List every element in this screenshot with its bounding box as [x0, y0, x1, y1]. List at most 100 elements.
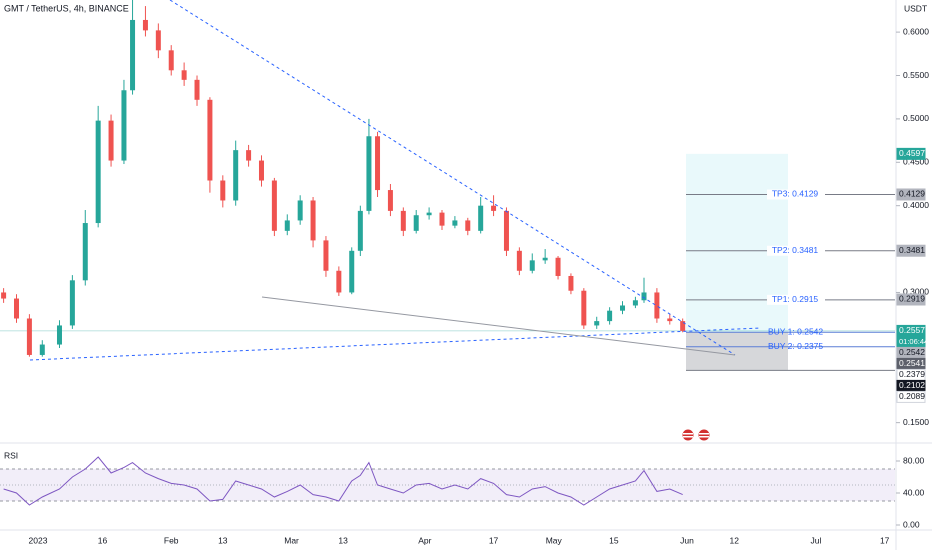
candle-body	[503, 210, 509, 251]
price-label: 0.2919	[899, 294, 925, 304]
price-label: 0.4597	[899, 148, 925, 158]
candle-body	[439, 212, 445, 226]
candle-body	[56, 325, 62, 345]
price-label: 0.2541	[899, 358, 925, 368]
candle-body	[310, 200, 316, 241]
candle-body	[207, 99, 213, 181]
candle-body	[69, 280, 75, 326]
price-label-bg	[896, 188, 926, 201]
target-zone	[686, 153, 788, 333]
candle-body	[641, 292, 647, 301]
candle-body	[82, 223, 88, 281]
candle-body	[366, 136, 372, 211]
candle-body	[246, 150, 252, 161]
rsi-y-tick-label: 0.00	[903, 519, 920, 529]
candle-body	[568, 275, 574, 291]
candle-body	[284, 220, 290, 231]
price-label: 0.2102	[899, 380, 925, 390]
candle-body	[581, 290, 587, 326]
candle-body	[400, 210, 406, 231]
level-label: TP2: 0.3481	[772, 245, 819, 255]
candle-body	[667, 318, 673, 322]
level-label: BUY 1: 0.2542	[768, 326, 823, 336]
candle-body	[142, 19, 148, 31]
candle-body	[220, 180, 226, 201]
price-label-bg	[896, 244, 926, 257]
candle-body	[336, 270, 342, 293]
candle-body	[529, 260, 535, 271]
candle-body	[413, 215, 419, 231]
candle-body	[620, 305, 626, 311]
price-label: 0.4129	[899, 189, 925, 199]
candle-body	[26, 318, 32, 355]
candle-body	[1, 292, 7, 299]
candle-body	[233, 150, 239, 201]
y-tick-label: 0.1500	[903, 417, 929, 427]
candle-body	[130, 19, 136, 91]
candle-body	[155, 30, 161, 51]
x-tick-label: 13	[338, 535, 348, 545]
y-tick-label: 0.4500	[903, 157, 929, 167]
x-tick-label: 17	[880, 535, 890, 545]
candle-body	[654, 292, 660, 319]
rsi-line	[3, 456, 683, 506]
level-label-bg	[767, 245, 825, 256]
flag-icons	[681, 428, 711, 442]
price-label: 0.2089	[899, 391, 925, 401]
x-tick-label: 12	[730, 535, 740, 545]
x-tick-label: 15	[609, 535, 619, 545]
y-tick-label: 0.3000	[903, 287, 929, 297]
candle-body	[14, 298, 20, 319]
candle-body	[478, 205, 484, 231]
candle-body	[297, 200, 303, 221]
candle-body	[168, 50, 174, 71]
x-tick-label: Mar	[284, 535, 299, 545]
trend-line	[29, 327, 761, 361]
x-tick-label: Feb	[164, 535, 179, 545]
currency: USDT	[904, 3, 927, 13]
y-tick-label: 0.5500	[903, 70, 929, 80]
price-label-bg	[896, 147, 926, 160]
x-tick-label: 2023	[29, 535, 48, 545]
rsi-y-tick-label: 80.00	[903, 455, 925, 465]
x-tick-label: Jun	[680, 535, 694, 545]
price-label: 0.2557	[899, 325, 925, 335]
candle-body	[39, 344, 45, 355]
x-tick-label: 17	[489, 535, 499, 545]
candle-body	[95, 120, 101, 224]
level-label: BUY 2: 0.2375	[768, 341, 823, 351]
candle-body	[426, 212, 432, 216]
trend-line	[169, 0, 736, 356]
candle-body	[387, 190, 393, 211]
candle-body	[108, 120, 114, 161]
candle-body	[607, 310, 613, 322]
level-label-bg	[767, 189, 825, 200]
candle-body	[349, 250, 355, 293]
candle-body	[181, 70, 187, 80]
candle-body	[194, 79, 200, 100]
candle-body	[323, 240, 329, 271]
x-tick-label: May	[546, 535, 563, 545]
x-tick-label: Apr	[418, 535, 431, 545]
candle-body	[594, 321, 600, 326]
level-label: TP1: 0.2915	[772, 294, 819, 304]
countdown: 01:06:44	[899, 337, 928, 346]
level-label: TP3: 0.4129	[772, 189, 819, 199]
price-label: 0.2542	[899, 347, 925, 357]
y-tick-label: 0.4000	[903, 200, 929, 210]
candle-body	[632, 300, 638, 306]
level-label-bg	[767, 294, 825, 305]
candle-body	[375, 136, 381, 191]
candle-body	[465, 220, 471, 231]
candle-body	[121, 90, 127, 161]
candle-body	[516, 250, 522, 271]
price-label-bg	[896, 293, 926, 306]
trend-line	[261, 296, 736, 356]
y-tick-label: 0.5000	[903, 113, 929, 123]
x-tick-label: 16	[98, 535, 108, 545]
candle-body	[452, 220, 458, 226]
candle-body	[271, 180, 277, 231]
y-tick-label: 0.6000	[903, 26, 929, 36]
price-label: 0.3481	[899, 245, 925, 255]
